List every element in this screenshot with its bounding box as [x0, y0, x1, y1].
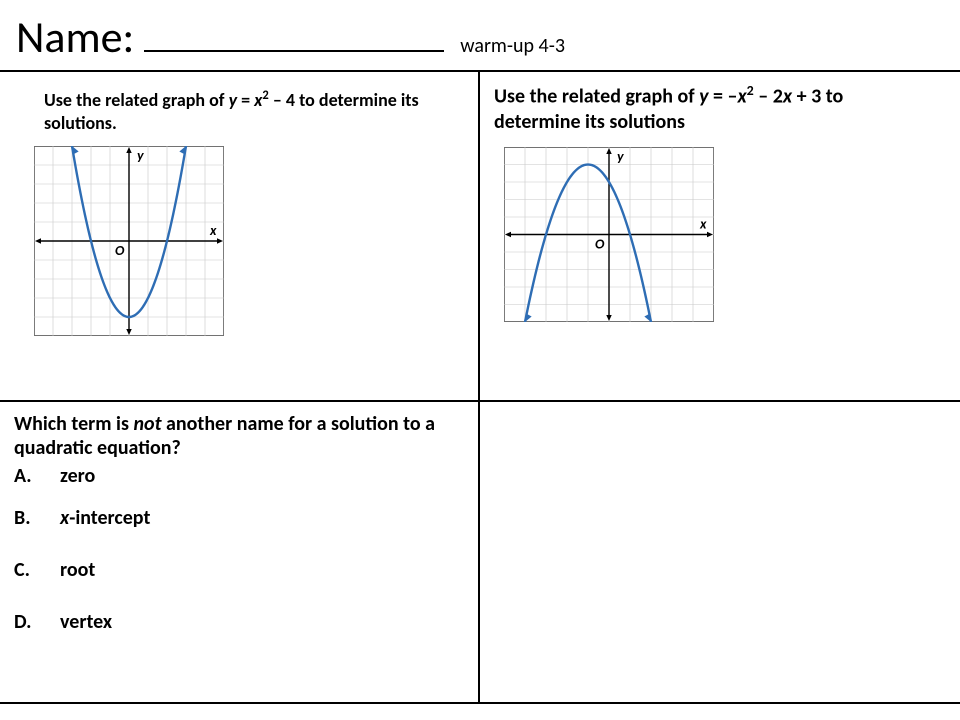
- q3-options: A. zero B. x-intercept C. root D. vertex: [14, 464, 464, 634]
- q3-option-a[interactable]: A. zero: [14, 464, 464, 488]
- svg-text:y: y: [617, 148, 624, 165]
- svg-text:y: y: [137, 147, 144, 164]
- q1-prompt-pre: Use the related graph of: [44, 89, 229, 111]
- opt-letter: C.: [14, 558, 36, 582]
- name-label: Name:: [16, 10, 134, 64]
- q3-stem: Which term is not another name for a sol…: [14, 412, 464, 460]
- opt-text: root: [60, 558, 95, 582]
- opt-letter: A.: [14, 464, 36, 488]
- cell-q3: Which term is not another name for a sol…: [0, 402, 480, 702]
- q2-prompt-pre: Use the related graph of: [494, 85, 699, 109]
- q3-option-d[interactable]: D. vertex: [14, 610, 464, 634]
- q3-option-b[interactable]: B. x-intercept: [14, 506, 464, 530]
- worksheet-grid: Use the related graph of y = x2 – 4 to d…: [0, 70, 960, 704]
- cell-q2: Use the related graph of y = –x2 – 2x + …: [480, 72, 960, 402]
- opt-text: x-intercept: [60, 506, 150, 530]
- q2-prompt: Use the related graph of y = –x2 – 2x + …: [494, 82, 924, 135]
- cell-q4: [480, 402, 960, 702]
- q3-stem-em: not: [133, 412, 161, 436]
- svg-text:O: O: [115, 242, 125, 259]
- svg-text:O: O: [595, 235, 605, 252]
- opt-text: vertex: [60, 610, 112, 634]
- opt-text: zero: [60, 464, 95, 488]
- q3-stem-pre: Which term is: [14, 412, 133, 436]
- q2-graph: Ox y: [504, 147, 946, 322]
- svg-text:x: x: [699, 215, 707, 232]
- opt-letter: D.: [14, 610, 36, 634]
- q1-prompt: Use the related graph of y = x2 – 4 to d…: [44, 88, 464, 134]
- warmup-label: warm-up 4-3: [460, 34, 565, 58]
- q3-option-c[interactable]: C. root: [14, 558, 464, 582]
- cell-q1: Use the related graph of y = x2 – 4 to d…: [0, 72, 480, 402]
- svg-text:x: x: [209, 222, 217, 239]
- header: Name: warm-up 4-3: [0, 0, 960, 70]
- opt-letter: B.: [14, 506, 36, 530]
- name-blank-line[interactable]: [144, 8, 444, 52]
- q1-graph: Ox y: [34, 146, 464, 336]
